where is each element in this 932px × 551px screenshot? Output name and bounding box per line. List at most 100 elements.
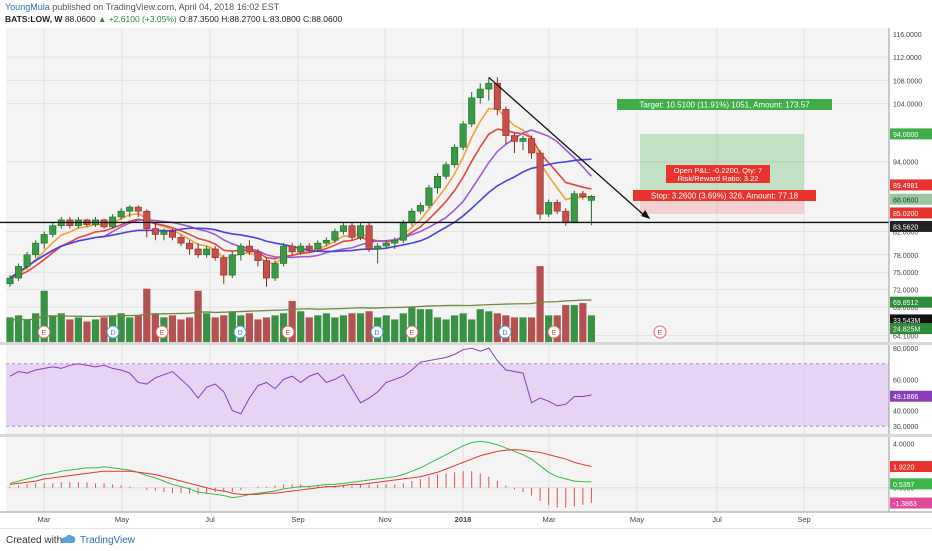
candle-body (245, 245, 253, 253)
volume-bar (382, 315, 390, 342)
target-price-label-tag (890, 128, 932, 140)
candle-body (168, 231, 176, 238)
volume-bar (510, 317, 519, 342)
candle-body (416, 205, 424, 212)
volume-ma-label: 69.8512 (893, 300, 918, 307)
marker-letter: D (502, 330, 507, 337)
volume-bar (49, 315, 57, 342)
volume-bar (459, 313, 467, 342)
candle-body (348, 225, 356, 238)
trend-arrow-head (641, 209, 651, 219)
volume-bar (356, 313, 365, 342)
volume-bar (536, 266, 544, 342)
volume-bar (416, 309, 424, 342)
marker-letter: E (410, 330, 415, 337)
volume-bar (194, 290, 202, 342)
volume-bar (425, 309, 433, 342)
price-change: ▲ +2.6100 (+3.05%) (97, 14, 177, 24)
ema-price-label-tag (890, 179, 932, 191)
rsi-value-label: 49.1866 (893, 394, 918, 401)
candle-body (32, 242, 40, 256)
symbol-name[interactable]: BATS:LOW, W (5, 14, 63, 24)
volume-bar (305, 317, 313, 342)
candle-body (468, 97, 476, 125)
candle-body (459, 123, 467, 148)
price-tick-label: 72.0000 (893, 288, 918, 295)
macd-signal-value-label: 1.9220 (893, 465, 915, 472)
x-tick-label: Sep (291, 515, 304, 524)
candle-body (100, 219, 108, 228)
tradingview-logo-icon[interactable] (60, 533, 76, 545)
volume-bar (391, 319, 399, 342)
created-with-text: Created with (6, 535, 63, 546)
author-name[interactable]: YoungMula (5, 2, 50, 12)
volume-bar (6, 317, 14, 342)
stop-price-label-tag (890, 207, 932, 219)
target-label: Target: 10.5100 (11.91%) 1051, Amount: 1… (639, 101, 810, 110)
macd-value-label-tag (890, 478, 932, 490)
candle-body (134, 206, 142, 212)
earnings-marker (547, 325, 561, 339)
volume-bar (442, 319, 450, 342)
macd-signal-line (9, 449, 592, 495)
candle-body (262, 260, 270, 279)
rsi-band (6, 363, 889, 427)
volume-bar (485, 311, 493, 342)
volume-bar (254, 319, 262, 342)
candle-body (186, 242, 194, 250)
candle-body (425, 187, 433, 206)
earnings-marker (281, 325, 295, 339)
candle-body (553, 202, 561, 212)
pnl-label: Open P&L: -0.2200, Qty: 7 (674, 166, 762, 175)
candle-body (519, 138, 527, 142)
rsi-tick-label: 40.0000 (893, 409, 918, 416)
chart-canvas: Mar May Jul Sep Nov 2018 Mar May Jul Sep Target: 1… (0, 28, 932, 524)
macd-histogram-value-label: -1.3863 (893, 501, 917, 508)
x-tick-label: May (630, 515, 644, 524)
candle-body (493, 82, 501, 110)
volume-average-line (9, 299, 592, 321)
volume-bar (451, 315, 459, 342)
volume-bar (185, 317, 194, 342)
symbol-legend: BATS:LOW, W 88.0600 ▲ +2.6100 (+3.05%) O… (5, 14, 342, 24)
volume-bar (57, 313, 65, 342)
ohlc-values: O:87.3500 H:88.2700 L:83.0800 C:88.0600 (179, 14, 343, 24)
volume-average-label: 24.825M (893, 327, 920, 334)
candle-body (374, 245, 382, 250)
support-price-label: 83.5620 (893, 224, 918, 231)
candle-body (587, 195, 595, 201)
candle-body (365, 225, 373, 250)
candle-body (271, 263, 279, 279)
volume-bar (339, 315, 348, 342)
volume-bar (211, 317, 219, 342)
marker-letter: D (110, 330, 115, 337)
stop-label-box (633, 190, 816, 201)
x-tick-label: 2018 (455, 515, 472, 524)
ma-medium-line (9, 129, 592, 279)
candle-body (399, 222, 407, 241)
price-tick-label: 82.0000 (893, 230, 918, 237)
volume-bar (66, 319, 74, 342)
x-tick-label: Jul (712, 515, 722, 524)
volume-bar (32, 313, 40, 342)
volume-bar (570, 305, 578, 342)
volume-bar (262, 317, 271, 342)
candle-body (570, 193, 578, 224)
volume-bar (228, 311, 236, 342)
price-tick-label: 104.0000 (893, 102, 922, 109)
volume-ma-label-tag (890, 296, 932, 308)
target-label-box (617, 99, 832, 110)
candle-body (536, 152, 544, 215)
candle-body (194, 248, 202, 256)
volume-bar (245, 313, 253, 342)
stop-price-label: 85.0200 (893, 211, 918, 218)
volume-bar (83, 321, 91, 342)
earnings-marker (155, 325, 169, 339)
x-tick-label: Mar (543, 515, 556, 524)
tradingview-brand[interactable]: TradingView (80, 535, 136, 546)
price-tick-label: 64.1000 (893, 334, 918, 341)
volume-current-label: 33.543M (893, 318, 920, 325)
volume-bar (399, 313, 407, 342)
volume-bar (519, 317, 527, 342)
candle-body (220, 257, 228, 276)
